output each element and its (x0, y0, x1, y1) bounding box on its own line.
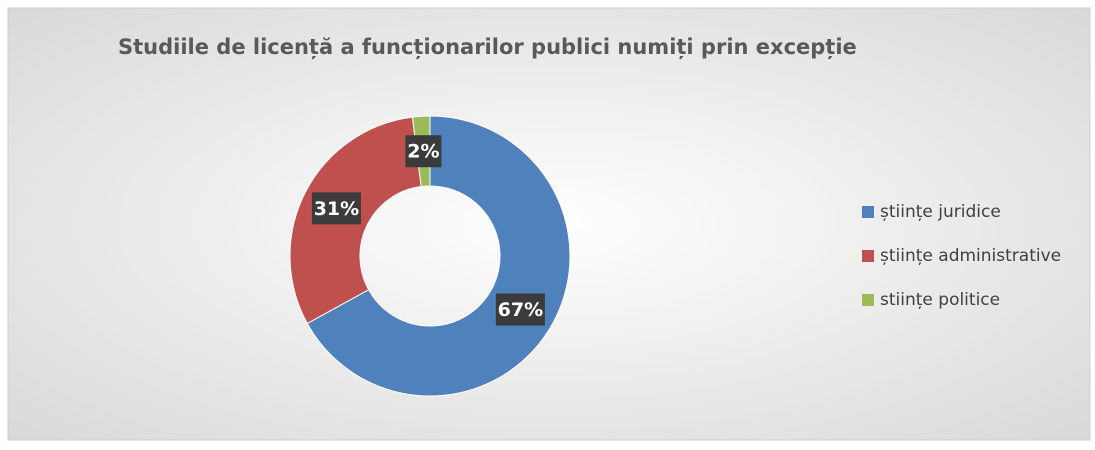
data-label: 67% (498, 299, 543, 321)
chart-title: Studiile de licență a funcționarilor pub… (118, 35, 857, 60)
data-label-box (405, 135, 442, 168)
legend-label: științe juridice (880, 202, 1001, 222)
data-label: 2% (407, 141, 439, 163)
legend-label: științe administrative (880, 246, 1061, 266)
legend-label: stiințe politice (880, 290, 1000, 310)
legend-swatch (862, 206, 874, 218)
donut-slice (306, 115, 571, 397)
data-label-box (495, 293, 545, 326)
legend-swatch (862, 250, 874, 262)
data-label: 31% (314, 198, 359, 220)
data-label-box (311, 192, 361, 225)
legend-swatch (862, 294, 874, 306)
